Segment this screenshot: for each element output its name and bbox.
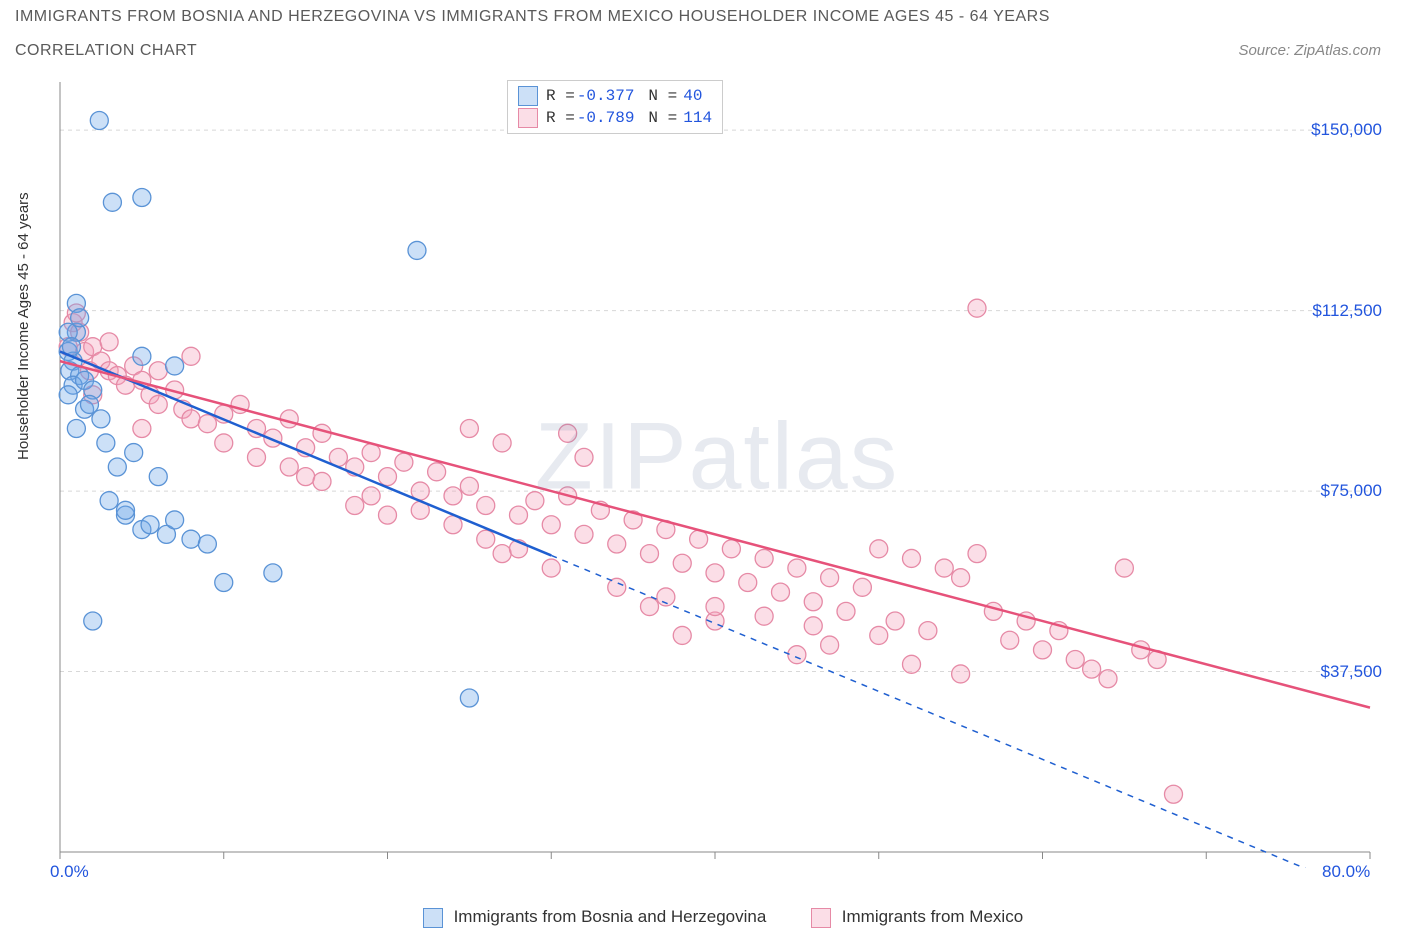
y-tick-label: $150,000 [1311,120,1382,140]
r-value-bosnia: -0.377 [577,87,635,105]
r-value-mexico: -0.789 [577,109,635,127]
chart-area: ZIPatlas R = -0.377 N = 40 R = -0.789 N … [52,78,1382,868]
chart-title-line2: CORRELATION CHART [15,42,197,60]
legend-swatch-mexico [811,908,831,928]
chart-svg [52,78,1382,868]
x-tick-label: 80.0% [1322,862,1370,882]
y-axis-label: Householder Income Ages 45 - 64 years [15,192,32,460]
y-tick-label: $112,500 [1312,301,1382,321]
n-value-mexico: 114 [683,109,712,127]
source-attribution: Source: ZipAtlas.com [1238,42,1381,59]
chart-title-line1: IMMIGRANTS FROM BOSNIA AND HERZEGOVINA V… [15,8,1050,26]
y-tick-label: $75,000 [1321,481,1382,501]
correlation-stats-box: R = -0.377 N = 40 R = -0.789 N = 114 [507,80,723,134]
swatch-mexico [518,108,538,128]
y-tick-label: $37,500 [1321,662,1382,682]
legend-label-bosnia: Immigrants from Bosnia and Herzegovina [454,907,767,926]
x-tick-label: 0.0% [50,862,89,882]
legend-label-mexico: Immigrants from Mexico [842,907,1023,926]
legend-swatch-bosnia [423,908,443,928]
stats-row-mexico: R = -0.789 N = 114 [518,107,712,129]
n-value-bosnia: 40 [683,87,702,105]
stats-row-bosnia: R = -0.377 N = 40 [518,85,712,107]
swatch-bosnia [518,86,538,106]
legend-bottom: Immigrants from Bosnia and Herzegovina I… [0,907,1406,928]
